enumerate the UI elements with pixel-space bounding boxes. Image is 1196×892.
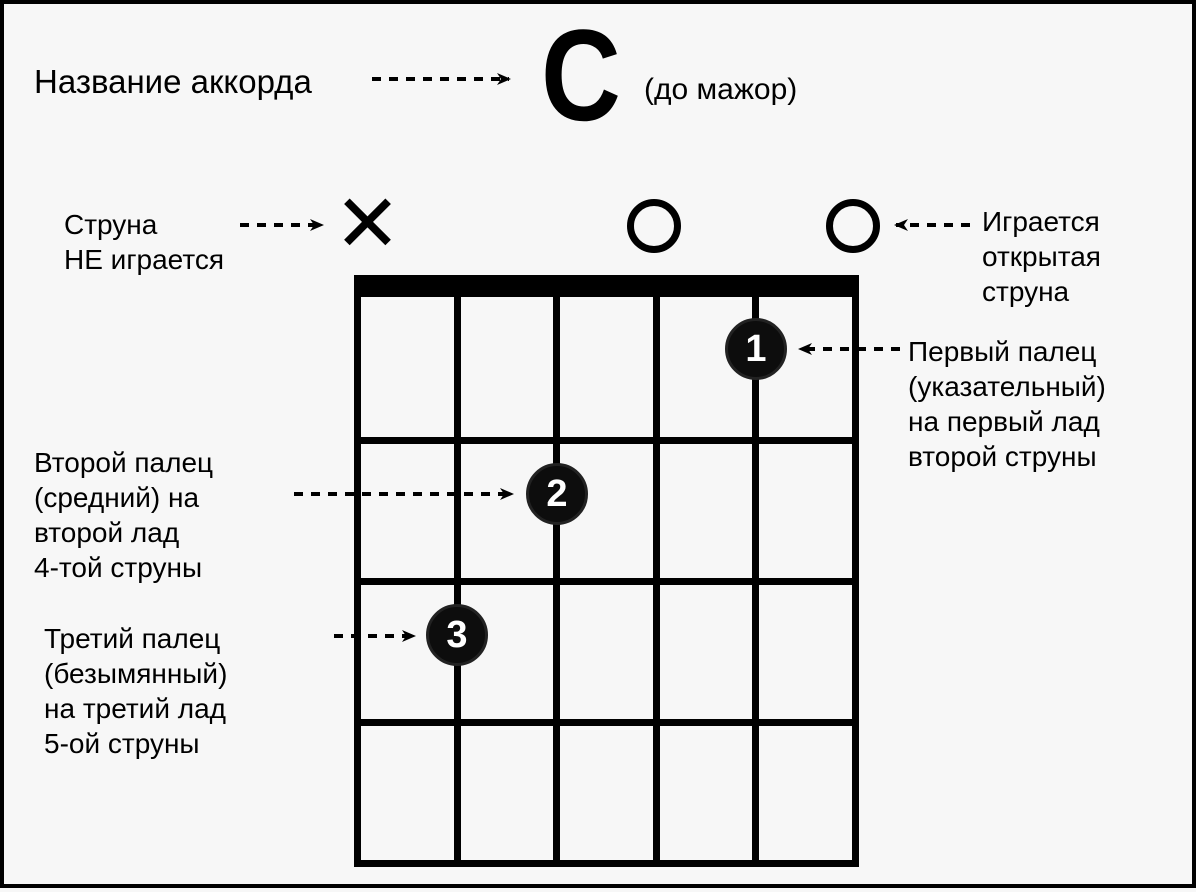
finger-number: 2 xyxy=(546,473,567,516)
label-finger-3: Третий палец (безымянный) на третий лад … xyxy=(44,621,227,761)
string-line xyxy=(553,275,560,867)
open-circle-string3 xyxy=(627,199,681,253)
string-line xyxy=(454,275,461,867)
finger-dot-1: 1 xyxy=(725,318,787,380)
fretboard xyxy=(354,275,859,868)
x-mark-icon: ✕ xyxy=(334,184,401,264)
label-finger-2: Второй палец (средний) на второй лад 4-т… xyxy=(34,445,213,585)
finger-number: 3 xyxy=(446,614,467,657)
string-line xyxy=(354,275,361,867)
string-line xyxy=(852,275,859,867)
label-open-string: Играется открытая струна xyxy=(982,204,1101,309)
fret-line xyxy=(354,719,859,726)
open-circle-string1 xyxy=(826,199,880,253)
label-chord-name: Название аккорда xyxy=(34,61,312,102)
fret-line xyxy=(354,437,859,444)
fret-line xyxy=(354,578,859,585)
fretboard-nut xyxy=(354,275,859,297)
label-finger-1: Первый палец (указательный) на первый ла… xyxy=(908,334,1106,474)
fret-line xyxy=(354,860,859,867)
finger-number: 1 xyxy=(745,328,766,371)
chord-subtitle: (до мажор) xyxy=(644,73,797,107)
string-line xyxy=(653,275,660,867)
finger-dot-3: 3 xyxy=(426,604,488,666)
finger-dot-2: 2 xyxy=(526,463,588,525)
chord-letter: C xyxy=(541,0,621,150)
label-not-played: Струна НЕ играется xyxy=(64,207,224,277)
